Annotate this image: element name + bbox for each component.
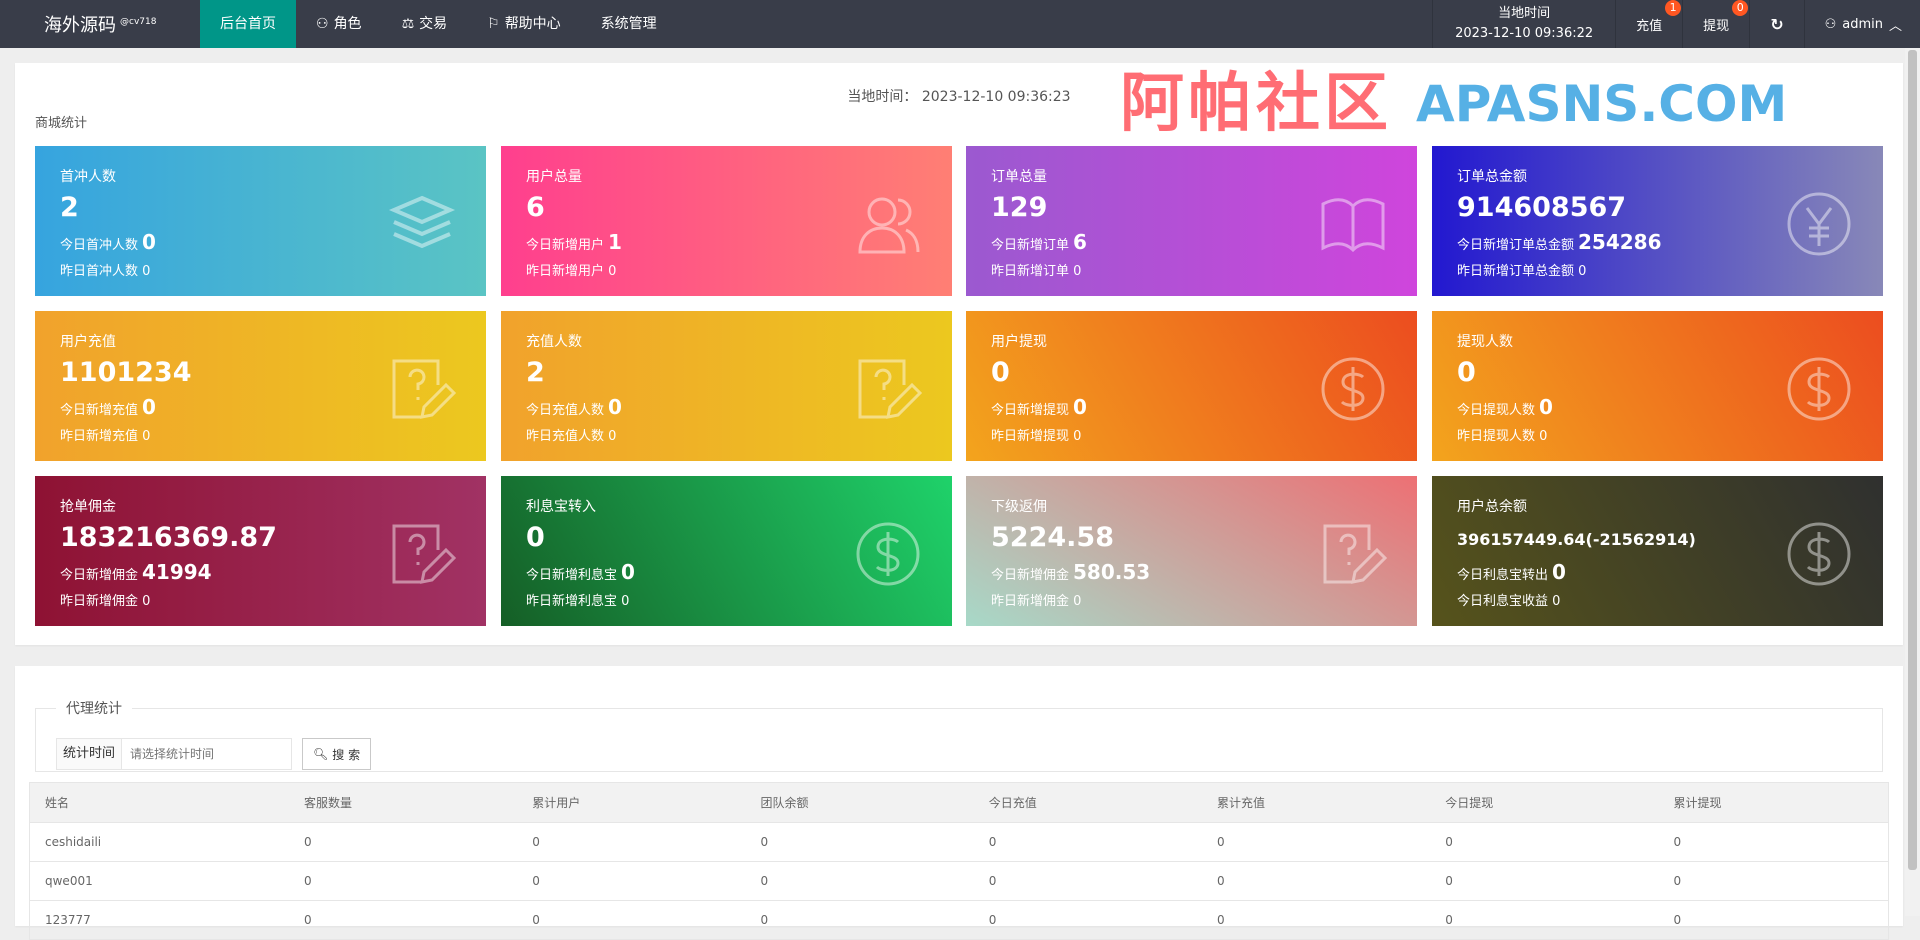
stat-value: 2: [526, 357, 545, 388]
menu-item[interactable]: 系统管理: [600, 16, 657, 32]
logo: 海外源码 @cv718: [44, 15, 157, 36]
scrollbar[interactable]: [1905, 48, 1920, 916]
section-title: 商城统计: [35, 116, 88, 131]
time-label: 统计时间: [56, 738, 123, 770]
yen-icon: [1787, 192, 1851, 256]
dollar-icon: [1787, 522, 1851, 586]
table-row: 123777 0 0 0 0 0 0 0: [29, 900, 1889, 940]
dollar-icon: [856, 522, 920, 586]
stat-value: 396157449.64(-21562914): [1457, 530, 1696, 549]
main-menu: 后台首页 ⚇ 角色 ⚖ 交易 ⚐ 帮助中心 系统管理: [200, 0, 677, 48]
stat-card: 充值人数 2 今日充值人数 0 昨日充值人数 0: [501, 311, 952, 461]
column-header: 累计充值: [1201, 782, 1431, 823]
column-header: 团队余额: [745, 782, 974, 823]
layers-icon: [388, 195, 456, 249]
stat-card: 用户总余额 396157449.64(-21562914) 今日利息宝转出 0 今…: [1432, 476, 1883, 626]
logo-sup: @cv718: [120, 17, 157, 27]
refresh-icon: ↻: [1770, 14, 1784, 34]
local-time-text: 当地时间： 2023-12-10 09:36:23: [847, 89, 1071, 105]
column-header: 今日提现: [1430, 782, 1659, 823]
stat-value: 0: [991, 357, 1010, 388]
withdraw-button[interactable]: 提现 0: [1682, 0, 1749, 48]
stat-card: 提现人数 0 今日提现人数 0 昨日提现人数 0: [1432, 311, 1883, 461]
search-button[interactable]: 🔍︎ 搜 索: [302, 738, 372, 770]
stat-card: 首冲人数 2 今日首冲人数 0 昨日首冲人数 0: [35, 146, 486, 296]
menu-item[interactable]: ⚐ 帮助中心: [467, 0, 581, 48]
stat-card: 用户充值 1101234 今日新增充值 0 昨日新增充值 0: [35, 311, 486, 461]
recharge-badge: 1: [1665, 0, 1682, 16]
stat-value: 0: [1457, 357, 1476, 388]
chevron-up-icon: ︿: [1888, 18, 1902, 34]
column-header: 客服数量: [289, 782, 518, 823]
flag-icon: ⚐: [487, 16, 500, 32]
help-edit-icon: [392, 524, 456, 584]
stat-card: 订单总量 129 今日新增订单 6 昨日新增订单 0: [966, 146, 1417, 296]
book-icon: [1321, 198, 1385, 253]
stat-value: 2: [60, 192, 79, 223]
stat-card: 用户提现 0 今日新增提现 0 昨日新增提现 0: [966, 311, 1417, 461]
stat-value: 914608567: [1457, 192, 1627, 223]
table-row: qwe001 0 0 0 0 0 0 0: [29, 861, 1889, 901]
column-header: 累计提现: [1658, 782, 1889, 823]
mall-stats-panel: 当地时间： 2023-12-10 09:36:23 商城统计 首冲人数 2 今日…: [15, 63, 1903, 645]
menu-item[interactable]: ⚖ 交易: [382, 0, 468, 48]
stat-time-input[interactable]: [122, 738, 293, 770]
stat-card: 用户总量 6 今日新增用户 1 昨日新增用户 0: [501, 146, 952, 296]
stat-value: 183216369.87: [60, 522, 277, 553]
refresh-button[interactable]: ↻: [1749, 0, 1803, 48]
dollar-icon: [1787, 357, 1851, 421]
dollar-icon: [1321, 357, 1385, 421]
users-icon: [858, 197, 920, 254]
user-icon: ⚇: [1824, 16, 1837, 32]
table-row: ceshidaili 0 0 0 0 0 0 0: [29, 822, 1889, 862]
agent-stats-panel: 代理统计 统计时间 🔍︎搜 索 姓名客服数量累计用户团队余额今日充值累计充值今日…: [15, 666, 1903, 940]
recharge-button[interactable]: 充值 1: [1615, 0, 1682, 48]
column-header: 姓名: [29, 782, 290, 823]
help-edit-icon: [392, 359, 456, 419]
stat-card: 下级返佣 5224.58 今日新增佣金 580.53 昨日新增佣金 0: [966, 476, 1417, 626]
stat-value: 6: [526, 192, 545, 223]
agent-filter: 代理统计 统计时间 🔍︎搜 索: [35, 698, 1883, 772]
stat-value: 5224.58: [991, 522, 1114, 553]
agent-table: 姓名 客服数量 累计用户 团队余额 今日充值 累计充值 今日提现 累计提现 ceshidaili…: [29, 782, 1889, 940]
stat-value: 129: [991, 192, 1048, 223]
column-header: 今日充值: [973, 782, 1202, 823]
help-edit-icon: [858, 359, 922, 419]
stat-card: 订单总金额 914608567 今日新增订单总金额 254286 昨日新增订单总金…: [1432, 146, 1883, 296]
search-icon: 🔍︎: [313, 747, 329, 761]
stat-value: 0: [526, 522, 545, 553]
user-icon: ⚇: [316, 16, 329, 32]
scale-icon: ⚖: [401, 16, 415, 32]
menu-item[interactable]: 后台首页: [200, 0, 296, 48]
top-navbar: 海外源码 @cv718 后台首页 ⚇ 角色 ⚖ 交易 ⚐ 帮助中心 系统管理 当地时间 2023-…: [0, 0, 1920, 48]
menu-item[interactable]: ⚇ 角色: [296, 0, 382, 48]
user-menu[interactable]: ⚇ admin ︿: [1803, 0, 1920, 48]
stat-card: 抢单佣金 183216369.87 今日新增佣金 41994 昨日新增佣金 0: [35, 476, 486, 626]
stat-card: 利息宝转入 0 今日新增利息宝 0 昨日新增利息宝 0: [501, 476, 952, 626]
column-header: 累计用户: [517, 782, 746, 823]
stat-value: 1101234: [60, 357, 192, 388]
withdraw-badge: 0: [1732, 0, 1749, 16]
local-time: 当地时间 2023-12-10 09:36:22: [1432, 0, 1615, 48]
help-edit-icon: [1323, 524, 1387, 584]
